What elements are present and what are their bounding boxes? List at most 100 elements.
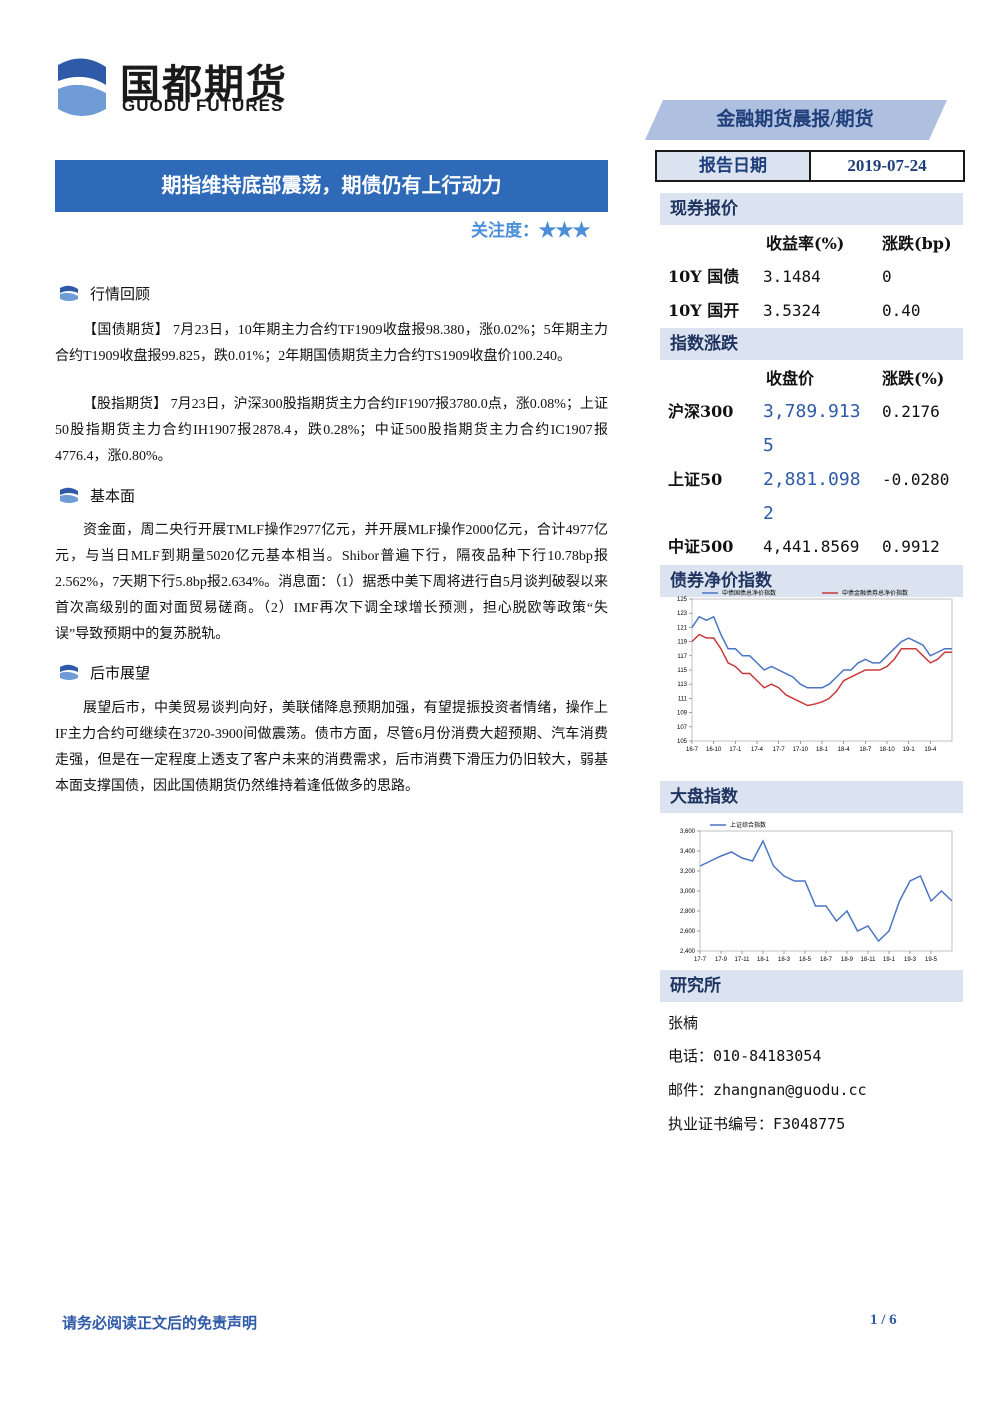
disclaimer: 请务必阅读正文后的免责声明 [62,1316,258,1332]
row-name: 10Y 国开 [668,301,740,320]
y-tick-label: 119 [677,640,687,646]
x-tick-label: 18-7 [859,747,872,753]
y-tick-label: 115 [677,668,687,674]
x-tick-label: 17-9 [715,957,728,963]
y-tick-label: 117 [677,654,687,660]
row-name: 中证500 [668,537,734,556]
legend-label: 中债金融债券总净价指数 [842,589,908,597]
row-name: 上证50 [668,470,723,489]
x-tick-label: 18-9 [841,957,854,963]
banner: 金融期货晨报/期货 [716,109,874,130]
x-tick-label: 16-7 [686,747,699,753]
cell: 0.9912 [882,537,940,556]
table-heading: 指数涨跌 [660,328,963,360]
attention-label: 关注度： [471,221,539,240]
cell: 0 [882,267,892,286]
column-header: 涨跌(%) [882,369,945,388]
chart: 105 107 109 111 113 115 117 119 121 123 125 16-7 16-… [677,589,953,753]
x-tick-label: 19-1 [883,957,896,963]
y-tick-label: 107 [677,725,688,731]
para: 【国债期货】 7月23日，10年期主力合约TF1909收盘报98.380，涨0.… [55,323,608,364]
y-tick-label: 113 [677,682,687,688]
x-tick-label: 17-4 [751,747,764,753]
y-tick-label: 125 [677,597,688,603]
chart: 2,400 2,600 2,800 3,000 3,200 3,400 3,600 17-7 1… [680,821,953,963]
legend-label: 中债国债总净价指数 [722,589,776,597]
x-tick-label: 17-10 [793,747,809,753]
attention-stars: ★★★ [539,221,590,240]
chart-title: 大盘指数 [660,781,963,813]
plot-area [691,598,953,742]
logo-mark [58,58,106,116]
x-tick-label: 18-11 [861,957,877,963]
x-tick-label: 19-3 [904,957,917,963]
section-icon [58,487,80,503]
x-tick-label: 16-10 [706,747,722,753]
x-tick-label: 18-5 [799,957,812,963]
x-tick-label: 17-1 [729,747,742,753]
y-tick-label: 3,200 [680,869,696,875]
cell: 0.2176 [882,402,940,421]
y-tick-label: 3,000 [680,889,696,895]
research-line: 电话：010-84183054 [668,1047,822,1065]
series-line [699,839,953,943]
para: 展望后市，中美贸易谈判向好，美联储降息预期加强，有望提振投资者情绪，操作上IF主… [55,701,608,794]
x-tick-label: 18-10 [879,747,895,753]
plot-area [699,830,953,952]
section-heading: 基本面 [90,489,136,505]
legend-label: 上证综合指数 [730,821,766,829]
y-tick-label: 3,600 [680,829,696,835]
section-icon [58,285,80,301]
y-tick-label: 109 [677,711,688,717]
para: 资金面，周二央行开展TMLF操作2977亿元，并开展MLF操作2000亿元，合计… [55,523,608,642]
x-tick-label: 19-5 [925,957,938,963]
research-heading: 研究所 [660,970,963,1002]
attention: 关注度：★★★ [300,216,590,241]
y-tick-label: 2,600 [680,929,696,935]
y-tick-label: 2,800 [680,909,696,915]
y-tick-label: 111 [678,696,688,702]
series-line [691,633,952,707]
x-tick-label: 17-7 [773,747,786,753]
report-date: 报告日期 2019-07-24 [655,150,965,182]
y-tick-label: 121 [677,625,688,631]
x-tick-label: 17-11 [735,957,751,963]
y-tick-label: 105 [677,739,688,745]
cell: 0.40 [882,301,921,320]
x-tick-label: 17-7 [694,957,707,963]
x-tick-label: 18-3 [778,957,791,963]
row-name: 沪深300 [668,402,734,421]
column-header: 涨跌(bp) [882,234,952,253]
series-line [691,615,952,689]
cell: -0.0280 [882,470,950,489]
x-tick-label: 18-4 [838,747,851,753]
x-tick-label: 18-1 [816,747,829,753]
y-tick-label: 3,400 [680,849,696,855]
cell: 3,789.9135 [763,401,861,456]
cell: 3.1484 [763,267,821,286]
column-header: 收盘价 [766,369,815,388]
date-label: 报告日期 [657,152,811,180]
x-tick-label: 19-1 [903,747,916,753]
research-line: 执业证书编号：F3048775 [668,1115,846,1133]
para: 【股指期货】 7月23日，沪深300股指期货主力合约IF1907报3780.0点… [55,397,608,464]
x-tick-label: 19-4 [924,747,937,753]
cell: 2,881.0982 [763,469,861,524]
page-number: 1 / 6 [870,1312,897,1328]
chart-title: 债券净价指数 [660,565,963,597]
report-title: 期指维持底部震荡，期债仍有上行动力 [55,160,608,212]
research-line: 邮件：zhangnan@guodu.cc [668,1081,867,1099]
cell: 4,441.8569 [763,537,860,556]
y-tick-label: 2,400 [680,949,696,955]
section-heading: 后市展望 [90,666,151,682]
date-value: 2019-07-24 [847,156,927,175]
cell: 3.5324 [763,301,821,320]
logo-en: GUODU FUTURES [122,96,284,115]
x-tick-label: 18-1 [757,957,770,963]
x-tick-label: 18-7 [820,957,833,963]
table-heading: 现券报价 [660,193,963,225]
section-icon [58,664,80,680]
logo-cn: 国都期货 [120,62,288,108]
column-header: 收益率(%) [766,234,845,253]
